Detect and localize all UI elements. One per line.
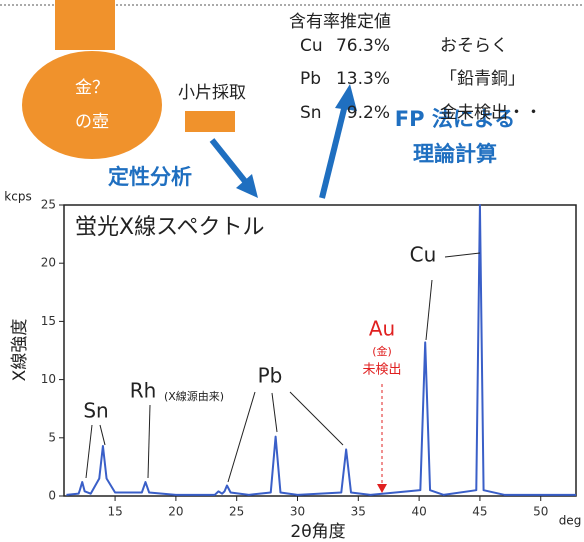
content-value: 9.2%: [347, 103, 390, 123]
au-note: 未検出: [362, 363, 401, 378]
x-tick-label: 40: [411, 505, 426, 519]
x-axis-label: 2θ角度: [290, 522, 345, 542]
peak-label: Pb: [258, 364, 283, 388]
y-tick-label: 5: [48, 430, 56, 444]
conclusion: 「鉛青銅」: [440, 69, 525, 89]
pointer-line: [228, 392, 255, 482]
x-tick-label: 25: [229, 505, 244, 519]
x-tick-label: 35: [351, 505, 366, 519]
sample-piece: [185, 111, 235, 132]
pointer-line: [426, 280, 432, 340]
pointer-line: [148, 405, 150, 478]
infographic: 金？ の壺 小片採取 定性分析 FP 法による 理論計算 含有率推定値 Cu 7…: [0, 0, 584, 542]
conclusion: 金未検出・・: [440, 103, 542, 123]
pointer-line: [86, 425, 92, 478]
element: Cu: [300, 36, 323, 56]
content-title: 含有率推定値: [289, 12, 391, 32]
y-axis-label: X線強度: [10, 319, 30, 382]
pointer-line: [100, 425, 105, 445]
pointer-line: [272, 393, 277, 432]
element: Pb: [300, 69, 321, 89]
fp-label: 理論計算: [413, 142, 497, 166]
x-tick-label: 30: [290, 505, 305, 519]
pot-label: 金？: [75, 78, 109, 98]
y-tick-label: 10: [41, 372, 56, 386]
pot-label: の壺: [75, 112, 109, 132]
pointer-line: [445, 253, 480, 257]
x-tick-label: 15: [107, 505, 122, 519]
au-arrow-head: [377, 484, 387, 493]
peak-label: Sn: [83, 399, 108, 423]
pot-neck: [55, 0, 115, 50]
chart-title: 蛍光X線スペクトル: [75, 215, 265, 240]
spectrum-line: [66, 205, 576, 495]
qualitative-label: 定性分析: [108, 165, 192, 189]
x-unit: deg: [559, 514, 582, 528]
y-tick-label: 20: [41, 256, 56, 270]
y-tick-label: 25: [41, 198, 56, 212]
x-tick-label: 20: [168, 505, 183, 519]
conclusion: おそらく: [440, 36, 508, 56]
arrow: [322, 105, 345, 198]
y-tick-label: 0: [48, 489, 56, 503]
content-value: 13.3%: [336, 69, 390, 89]
sample-label: 小片採取: [178, 83, 246, 103]
au-note: (金): [372, 344, 392, 358]
peak-label: Cu: [410, 243, 437, 267]
plot-frame: [64, 205, 576, 496]
peak-note: (X線源由来): [164, 389, 224, 403]
x-tick-label: 45: [472, 505, 487, 519]
content-value: 76.3%: [336, 36, 390, 56]
pot-body: [22, 51, 162, 159]
peak-label: Rh: [130, 379, 157, 403]
au-label: Au: [369, 317, 395, 341]
element: Sn: [300, 103, 322, 123]
arrow: [212, 140, 248, 185]
x-tick-label: 50: [533, 505, 548, 519]
y-tick-label: 15: [41, 314, 56, 328]
pointer-line: [290, 392, 343, 445]
y-unit: kcps: [4, 190, 31, 204]
